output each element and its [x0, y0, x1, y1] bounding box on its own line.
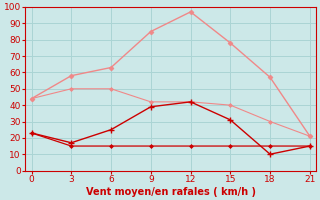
- X-axis label: Vent moyen/en rafales ( km/h ): Vent moyen/en rafales ( km/h ): [86, 187, 256, 197]
